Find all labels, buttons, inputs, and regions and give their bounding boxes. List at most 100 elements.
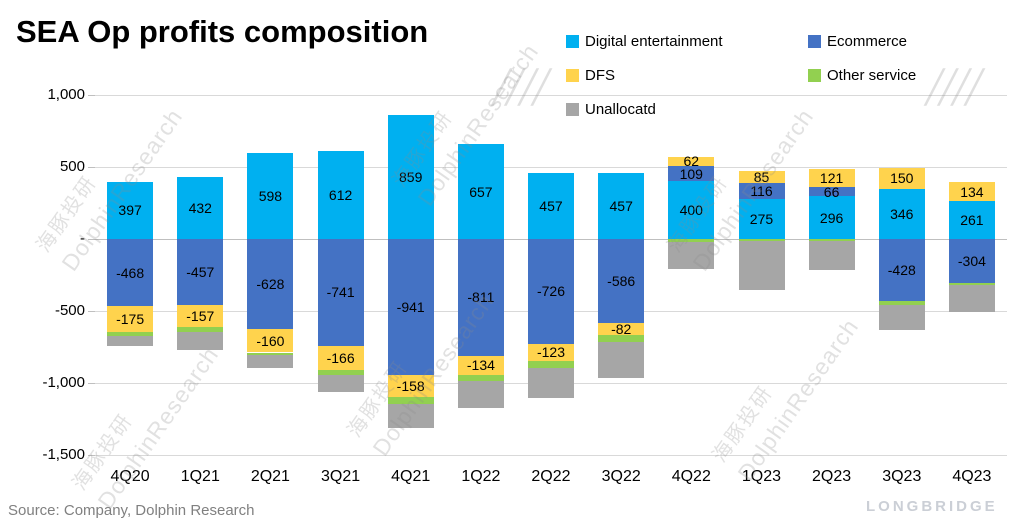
bar-segment-ecommerce: [107, 239, 154, 307]
x-axis-label: 3Q21: [321, 468, 361, 485]
bar-segment-other-service: [668, 239, 715, 242]
bar-segment-unallocatd: [247, 354, 294, 369]
bar-segment-ecommerce: [808, 186, 855, 197]
bar-value-label: -428: [887, 261, 916, 278]
legend: Digital entertainment Ecommerce DFS Other s…: [566, 33, 1006, 118]
bar-segment-digital-entertainment: [668, 181, 715, 239]
legend-label: Ecommerce: [827, 33, 908, 50]
bar-value-label: 657: [469, 183, 493, 200]
legend-item-ecommerce: Ecommerce: [808, 33, 1006, 50]
bar-value-label: -134: [466, 357, 495, 374]
x-axis-label: 4Q22: [671, 468, 711, 485]
x-axis-label: 4Q21: [391, 468, 431, 485]
bar-segment-dfs: [598, 323, 645, 336]
legend-label: Digital entertainment: [585, 33, 723, 50]
y-axis-tick: [88, 167, 95, 168]
gridline: [95, 95, 1007, 96]
bar-segment-dfs: [457, 355, 504, 376]
bar-value-label: -586: [607, 273, 636, 290]
bar-value-label: -160: [256, 333, 285, 349]
bar-segment-other-service: [528, 361, 574, 368]
bar-value-label: -175: [116, 311, 145, 327]
bar-segment-digital-entertainment: [107, 181, 154, 239]
bar-segment-dfs: [387, 374, 434, 398]
bar-segment-digital-entertainment: [247, 152, 294, 239]
legend-chip-dfs: [566, 69, 579, 82]
bar-segment-digital-entertainment: [457, 144, 504, 239]
bar-segment-ecommerce: [598, 239, 645, 324]
bar-segment-other-service: [457, 375, 504, 381]
x-axis-label: 3Q23: [882, 468, 922, 485]
bar-value-label: 109: [679, 165, 703, 182]
x-axis-label: 3Q22: [601, 468, 641, 485]
bar-segment-dfs: [668, 156, 715, 166]
legend-item-digital-entertainment: Digital entertainment: [566, 33, 804, 50]
y-axis-tick: [88, 311, 95, 312]
bar-segment-other-service: [738, 239, 785, 242]
bar-segment-digital-entertainment: [177, 176, 224, 239]
y-axis-label: 500: [59, 158, 85, 175]
bar-value-label: 275: [749, 211, 774, 228]
y-axis-tick: [88, 95, 95, 96]
legend-chip-unallocatd: [566, 103, 579, 116]
bar-segment-digital-entertainment: [948, 201, 995, 239]
bar-value-label: 62: [683, 153, 700, 170]
x-axis-label: 1Q21: [180, 468, 220, 485]
bar-segment-digital-entertainment: [387, 115, 434, 239]
legend-chip-ecommerce: [808, 35, 821, 48]
bar-value-label: 457: [539, 198, 563, 215]
bar-segment-unallocatd: [317, 374, 364, 392]
bar-segment-ecommerce: [317, 239, 364, 346]
bar-value-label: 121: [819, 170, 844, 187]
bar-segment-unallocatd: [107, 335, 154, 346]
bar-segment-other-service: [177, 327, 224, 332]
bar-segment-ecommerce: [668, 165, 715, 182]
bar-segment-digital-entertainment: [317, 150, 364, 239]
bar-value-label: 598: [258, 187, 283, 204]
y-axis-label: -1,500: [42, 446, 85, 463]
bar-value-label: -811: [467, 289, 495, 306]
bar-value-label: 397: [118, 202, 142, 219]
legend-label: DFS: [585, 67, 615, 84]
y-axis-tick: [88, 383, 95, 384]
source-note: Source: Company, Dolphin Research: [8, 502, 255, 519]
bar-value-label: -304: [957, 252, 986, 269]
bar-segment-digital-entertainment: [878, 189, 925, 239]
bar-segment-ecommerce: [738, 182, 785, 200]
x-axis-label: 2Q23: [812, 468, 852, 485]
x-axis-label: 1Q23: [741, 468, 782, 485]
gridline: [95, 167, 1007, 168]
plot-area: 1,000 500 - -500 -1,000 -1,500 397 -468 -175 4Q20…: [42, 86, 1007, 485]
bar-segment-ecommerce: [247, 239, 294, 330]
y-axis-tick: [88, 455, 95, 456]
bar-value-label: -468: [116, 264, 145, 281]
legend-chip-other-service: [808, 69, 821, 82]
chart-title: SEA Op profits composition: [16, 14, 429, 49]
bar-segment-ecommerce: [387, 239, 434, 375]
legend-label: Other service: [827, 67, 917, 84]
bar-segment-ecommerce: [177, 239, 224, 305]
bar-segment-unallocatd: [668, 241, 715, 270]
bar-value-label: -741: [326, 284, 355, 301]
bar-segment-other-service: [317, 369, 364, 375]
legend-label: Unallocatd: [585, 101, 656, 118]
bar-value-label: -158: [396, 377, 425, 394]
bar-segment-dfs: [878, 167, 925, 190]
bar-segment-dfs: [107, 306, 154, 332]
bar-value-label: -82: [611, 321, 632, 338]
bar-segment-dfs: [948, 182, 995, 202]
x-axis-label: 4Q23: [952, 468, 992, 485]
bar-segment-dfs: [738, 170, 785, 183]
bar-segment-ecommerce: [948, 239, 995, 283]
bar-value-label: 346: [890, 206, 914, 223]
bar-value-label: -457: [186, 263, 215, 280]
legend-item-unallocatd: Unallocatd: [566, 101, 804, 118]
bar-value-label: 261: [960, 212, 984, 229]
bar-value-label: -941: [396, 298, 425, 315]
bar-value-label: 400: [679, 202, 703, 219]
bar-segment-digital-entertainment: [528, 173, 574, 239]
bar-value-label: 134: [960, 183, 984, 200]
bar-segment-unallocatd: [598, 341, 645, 378]
bar-segment-digital-entertainment: [598, 173, 645, 239]
